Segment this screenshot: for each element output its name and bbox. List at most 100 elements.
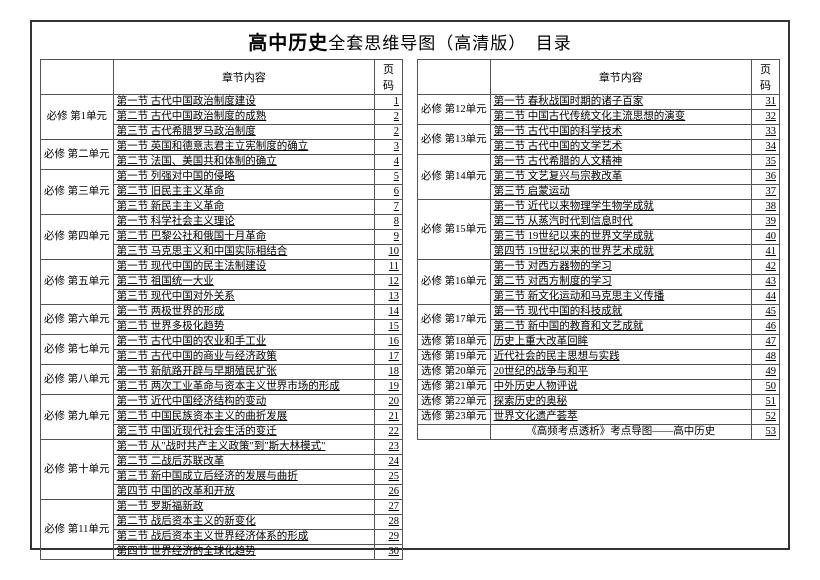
page-cell: 21 bbox=[375, 410, 403, 425]
content-cell: 第三节 中国近现代社会生活的变迁 bbox=[113, 425, 374, 440]
page-cell: 25 bbox=[375, 470, 403, 485]
content-cell: 第三节 战后资本主义世界经济体系的形成 bbox=[113, 530, 374, 545]
page-cell: 6 bbox=[375, 185, 403, 200]
table-row: 必修 第四单元第一节 科学社会主义理论8 bbox=[41, 215, 403, 230]
page-cell: 17 bbox=[375, 350, 403, 365]
content-cell: 第一节 英国和德意志君主立宪制度的确立 bbox=[113, 140, 374, 155]
unit-cell: 选修 第23单元 bbox=[418, 410, 491, 425]
table-row: 必修 第十单元第一节 从"战时共产主义政策"到"斯大林模式"23 bbox=[41, 440, 403, 455]
page-cell: 2 bbox=[375, 110, 403, 125]
content-cell: 第二节 古代中国政治制度的成熟 bbox=[113, 110, 374, 125]
content-cell: 第二节 两次工业革命与资本主义世界市场的形成 bbox=[113, 380, 374, 395]
page-cell: 15 bbox=[375, 320, 403, 335]
content-cell: 第一节 古代中国的农业和手工业 bbox=[113, 335, 374, 350]
header-unit bbox=[41, 60, 114, 95]
page-cell: 18 bbox=[375, 365, 403, 380]
page-cell: 34 bbox=[752, 140, 780, 155]
table-row: 选修 第23单元世界文化遗产荟萃52 bbox=[418, 410, 780, 425]
content-cell: 第一节 科学社会主义理论 bbox=[113, 215, 374, 230]
page-title: 高中历史全套思维导图（高清版） 目录 bbox=[40, 28, 780, 55]
unit-cell: 必修 第四单元 bbox=[41, 215, 114, 260]
content-cell: 第一节 古代中国的科学技术 bbox=[490, 125, 751, 140]
header-content: 章节内容 bbox=[113, 60, 374, 95]
table-row: 选修 第18单元历史上重大改革回眸47 bbox=[418, 335, 780, 350]
page-cell: 28 bbox=[375, 515, 403, 530]
unit-cell: 必修 第二单元 bbox=[41, 140, 114, 170]
page-cell: 26 bbox=[375, 485, 403, 500]
page-cell: 42 bbox=[752, 260, 780, 275]
table-row: 必修 第五单元第一节 现代中国的民主法制建设11 bbox=[41, 260, 403, 275]
content-cell: 第二节 中国民族资本主义的曲折发展 bbox=[113, 410, 374, 425]
page-cell: 40 bbox=[752, 230, 780, 245]
content-cell: 第二节 祖国统一大业 bbox=[113, 275, 374, 290]
page-cell: 39 bbox=[752, 215, 780, 230]
page-cell: 7 bbox=[375, 200, 403, 215]
content-cell: 第二节 巴黎公社和俄国十月革命 bbox=[113, 230, 374, 245]
page-cell: 9 bbox=[375, 230, 403, 245]
content-cell: 第一节 现代中国的科技成就 bbox=[490, 305, 751, 320]
page-cell: 1 bbox=[375, 95, 403, 110]
page-cell: 36 bbox=[752, 170, 780, 185]
unit-cell: 必修 第九单元 bbox=[41, 395, 114, 440]
page-cell: 20 bbox=[375, 395, 403, 410]
page-cell: 24 bbox=[375, 455, 403, 470]
unit-cell: 必修 第七单元 bbox=[41, 335, 114, 365]
unit-cell: 必修 第13单元 bbox=[418, 125, 491, 155]
page-cell: 52 bbox=[752, 410, 780, 425]
page-cell: 33 bbox=[752, 125, 780, 140]
unit-cell: 必修 第十单元 bbox=[41, 440, 114, 500]
content-cell: 第二节 新中国的教育和文艺成就 bbox=[490, 320, 751, 335]
content-cell: 第二节 旧民主主义革命 bbox=[113, 185, 374, 200]
content-cell: 第三节 新民主主义革命 bbox=[113, 200, 374, 215]
page-cell: 11 bbox=[375, 260, 403, 275]
page-cell: 23 bbox=[375, 440, 403, 455]
content-cell: 第四节 19世纪以来的世界艺术成就 bbox=[490, 245, 751, 260]
content-cell: 第二节 古代中国的文学艺术 bbox=[490, 140, 751, 155]
content-cell: 第一节 列强对中国的侵略 bbox=[113, 170, 374, 185]
unit-cell: 选修 第22单元 bbox=[418, 395, 491, 410]
page-cell: 43 bbox=[752, 275, 780, 290]
table-row: 必修 第六单元第一节 两极世界的形成14 bbox=[41, 305, 403, 320]
page-cell: 44 bbox=[752, 290, 780, 305]
table-row: 必修 第14单元第一节 古代希腊的人文精神35 bbox=[418, 155, 780, 170]
page-cell: 31 bbox=[752, 95, 780, 110]
title-sub: 全套思维导图（高清版） 目录 bbox=[328, 34, 572, 53]
content-cell: 第一节 新航路开辟与早期殖民扩张 bbox=[113, 365, 374, 380]
page-cell: 47 bbox=[752, 335, 780, 350]
left-column: 章节内容 页码 必修 第1单元第一节 古代中国政治制度建设1第二节 古代中国政治… bbox=[40, 59, 403, 560]
content-cell: 第一节 两极世界的形成 bbox=[113, 305, 374, 320]
unit-cell: 必修 第1单元 bbox=[41, 95, 114, 140]
content-cell: 第二节 中国古代传统文化主流思想的演变 bbox=[490, 110, 751, 125]
page-cell: 53 bbox=[752, 425, 780, 440]
unit-cell: 必修 第八单元 bbox=[41, 365, 114, 395]
content-cell: 第一节 古代中国政治制度建设 bbox=[113, 95, 374, 110]
page-cell: 29 bbox=[375, 530, 403, 545]
page-cell: 51 bbox=[752, 395, 780, 410]
unit-cell: 必修 第14单元 bbox=[418, 155, 491, 200]
content-cell: 第二节 文艺复兴与宗教改革 bbox=[490, 170, 751, 185]
content-cell: 《高频考点透析》考点导图——高中历史 bbox=[490, 425, 751, 440]
table-row: 必修 第八单元第一节 新航路开辟与早期殖民扩张18 bbox=[41, 365, 403, 380]
header-row: 章节内容 页码 bbox=[41, 60, 403, 95]
unit-cell: 选修 第20单元 bbox=[418, 365, 491, 380]
page-cell: 12 bbox=[375, 275, 403, 290]
table-row: 必修 第16单元第一节 对西方器物的学习42 bbox=[418, 260, 780, 275]
page-cell: 35 bbox=[752, 155, 780, 170]
page-cell: 41 bbox=[752, 245, 780, 260]
header-row: 章节内容 页码 bbox=[418, 60, 780, 95]
unit-cell: 必修 第15单元 bbox=[418, 200, 491, 260]
content-cell: 第一节 古代希腊的人文精神 bbox=[490, 155, 751, 170]
table-row: 必修 第1单元第一节 古代中国政治制度建设1 bbox=[41, 95, 403, 110]
right-table: 章节内容 页码 必修 第12单元第一节 春秋战国时期的诸子百家31第二节 中国古… bbox=[417, 59, 780, 440]
content-cell: 第一节 近代中国经济结构的变动 bbox=[113, 395, 374, 410]
table-row: 必修 第三单元第一节 列强对中国的侵略5 bbox=[41, 170, 403, 185]
page-cell: 37 bbox=[752, 185, 780, 200]
page-cell: 16 bbox=[375, 335, 403, 350]
page-cell: 50 bbox=[752, 380, 780, 395]
page-cell: 32 bbox=[752, 110, 780, 125]
content-cell: 第二节 从蒸汽时代到信息时代 bbox=[490, 215, 751, 230]
content-cell: 第三节 马克思主义和中国实际相结合 bbox=[113, 245, 374, 260]
table-row: 必修 第七单元第一节 古代中国的农业和手工业16 bbox=[41, 335, 403, 350]
page-cell: 4 bbox=[375, 155, 403, 170]
table-row: 必修 第二单元第一节 英国和德意志君主立宪制度的确立3 bbox=[41, 140, 403, 155]
